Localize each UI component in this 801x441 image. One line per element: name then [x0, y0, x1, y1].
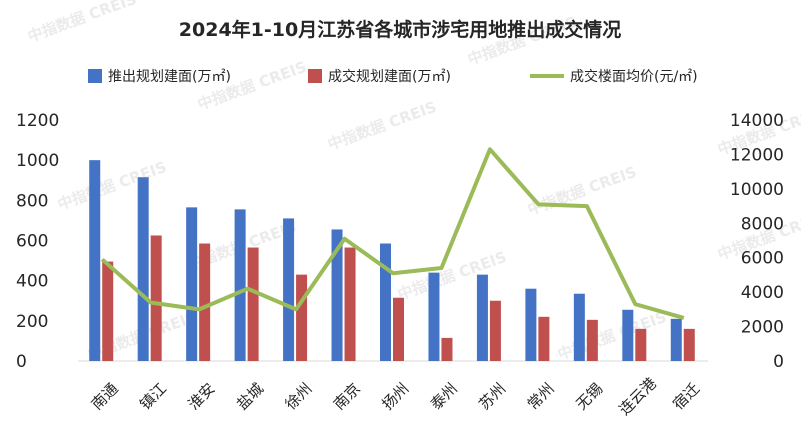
- legend-swatch: [88, 69, 102, 83]
- bar-launched-area: [137, 177, 149, 361]
- x-tick-label: 常州: [524, 379, 558, 413]
- bar-transacted-area: [393, 297, 404, 361]
- y-tick-label-left: 400: [16, 272, 48, 292]
- legend-swatch: [308, 69, 322, 83]
- y-tick-label-right: 10000: [730, 180, 784, 200]
- y-tick-label-right: 2000: [741, 318, 784, 338]
- x-tick-label: 无锡: [572, 379, 606, 413]
- x-tick-label: 淮安: [185, 379, 219, 413]
- y-tick-label-right: 0: [773, 352, 784, 372]
- x-tick-label: 盐城: [233, 379, 267, 413]
- category-labels: 南通 镇江 淮安 盐城 徐州 南京 扬州 泰州 苏州 常州 无锡 连云港 宿迁: [88, 374, 703, 419]
- x-tick-label: 南通: [88, 379, 122, 413]
- y-tick-label-right: 12000: [730, 145, 784, 165]
- bar-transacted-area: [489, 300, 501, 361]
- x-tick-label: 徐州: [282, 379, 316, 413]
- y-tick-label-right: 4000: [741, 283, 784, 303]
- right-axis: 0 2000 4000 6000 8000 10000 12000 14000: [730, 111, 784, 372]
- bar-launched-area: [670, 318, 682, 361]
- y-tick-label-right: 14000: [730, 111, 784, 131]
- bar-launched-area: [331, 229, 343, 361]
- bar-launched-area: [234, 209, 246, 361]
- bar-launched-area: [525, 288, 537, 361]
- bar-launched-area: [476, 274, 488, 361]
- chart-title: 2024年1-10月江苏省各城市涉宅用地推出成交情况: [179, 18, 621, 41]
- legend-label: 成交规划建面(万㎡): [328, 68, 451, 85]
- y-tick-label-left: 0: [16, 352, 27, 372]
- watermark-text: 中指数据 CREIS: [395, 248, 509, 304]
- left-axis: 0 200 400 600 800 1000 1200: [16, 111, 59, 372]
- watermark-text: 中指数据 CREIS: [195, 58, 309, 114]
- bar-launched-area: [428, 272, 440, 361]
- watermark-text: 中指数据 CREIS: [55, 158, 169, 214]
- y-tick-label-right: 6000: [741, 249, 784, 269]
- x-tick-label: 连云港: [615, 374, 660, 419]
- bar-transacted-area: [199, 243, 211, 361]
- y-tick-label-right: 8000: [741, 214, 784, 234]
- legend-label: 成交楼面均价(元/㎡): [570, 68, 698, 85]
- x-tick-label: 扬州: [378, 379, 412, 413]
- bar-launched-area: [186, 207, 198, 361]
- bar-transacted-area: [635, 328, 647, 361]
- bar-transacted-area: [586, 319, 598, 361]
- bar-transacted-area: [441, 337, 453, 361]
- bars: [89, 160, 695, 361]
- price-line: [100, 147, 685, 320]
- bar-transacted-area: [150, 235, 162, 361]
- bar-transacted-area: [538, 316, 550, 361]
- watermark-text: 中指数据 CREIS: [25, 0, 139, 46]
- legend-label: 推出规划建面(万㎡): [108, 69, 231, 85]
- watermark-text: 中指数据 CREIS: [525, 163, 639, 219]
- bar-launched-area: [89, 160, 101, 361]
- x-tick-label: 泰州: [427, 379, 461, 413]
- bar-launched-area: [380, 243, 391, 361]
- x-tick-label: 宿迁: [669, 379, 703, 413]
- bar-transacted-area: [102, 261, 114, 361]
- y-tick-label-left: 1000: [16, 151, 59, 171]
- bar-launched-area: [283, 218, 295, 361]
- legend: 推出规划建面(万㎡) 成交规划建面(万㎡) 成交楼面均价(元/㎡): [88, 68, 698, 85]
- x-tick-label: 苏州: [475, 379, 509, 413]
- y-tick-label-left: 200: [16, 312, 48, 332]
- x-tick-label: 南京: [330, 379, 364, 413]
- watermark-text: 中指数据 CREIS: [325, 98, 439, 154]
- y-tick-label-left: 1200: [16, 111, 59, 131]
- watermark-text: 中指数据 CREIS: [555, 308, 669, 364]
- y-tick-label-left: 600: [16, 232, 48, 252]
- bar-launched-area: [622, 309, 634, 361]
- x-tick-label: 镇江: [136, 379, 170, 413]
- bar-launched-area: [573, 293, 585, 361]
- y-tick-label-left: 800: [16, 191, 48, 211]
- bar-transacted-area: [683, 328, 695, 361]
- bar-transacted-area: [344, 247, 356, 361]
- bar-transacted-area: [296, 274, 308, 361]
- bar-transacted-area: [247, 247, 259, 361]
